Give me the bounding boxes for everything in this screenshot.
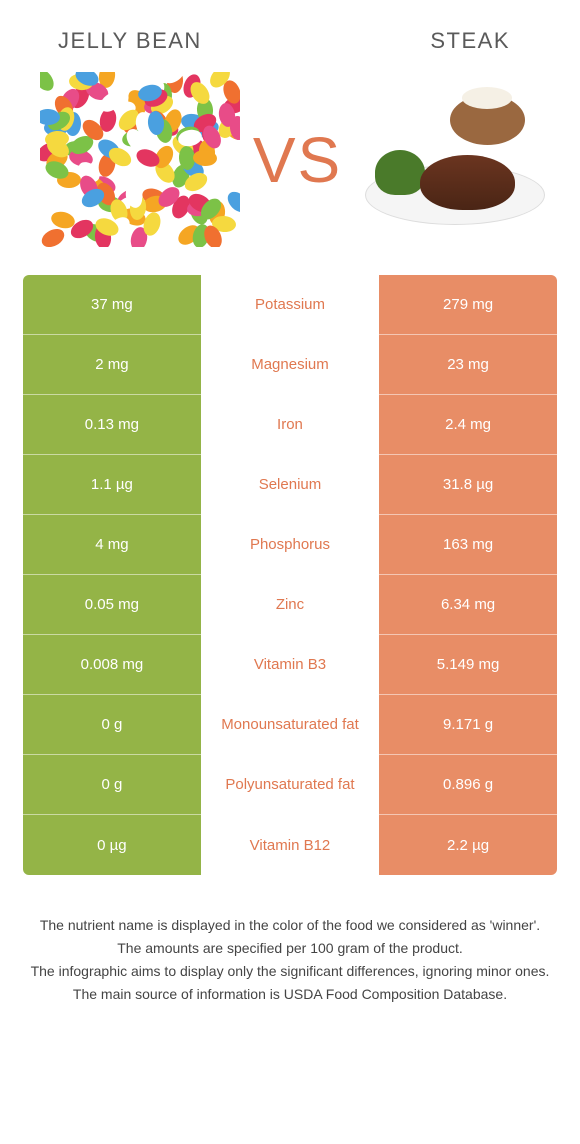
nutrient-row: 0 µgVitamin B122.2 µg [23,815,557,875]
potato-shape [450,95,525,145]
left-value: 37 mg [23,275,201,335]
right-value: 279 mg [379,275,557,335]
images-row: VS [0,72,580,275]
nutrient-row: 0.008 mgVitamin B35.149 mg [23,635,557,695]
right-value: 2.4 mg [379,395,557,455]
nutrient-name: Magnesium [201,335,379,395]
header: Jelly bean Steak [0,0,580,72]
footer-line: The main source of information is USDA F… [30,984,550,1005]
right-food-title: Steak [430,28,510,54]
nutrient-name: Iron [201,395,379,455]
right-value: 0.896 g [379,755,557,815]
nutrient-row: 1.1 µgSelenium31.8 µg [23,455,557,515]
right-value: 31.8 µg [379,455,557,515]
footer-notes: The nutrient name is displayed in the co… [0,875,580,1005]
nutrient-name: Selenium [201,455,379,515]
footer-line: The infographic aims to display only the… [30,961,550,982]
left-value: 0.13 mg [23,395,201,455]
nutrient-row: 0 gMonounsaturated fat9.171 g [23,695,557,755]
nutrient-name: Monounsaturated fat [201,695,379,755]
nutrient-name: Potassium [201,275,379,335]
left-value: 0 µg [23,815,201,875]
right-value: 6.34 mg [379,575,557,635]
nutrient-row: 4 mgPhosphorus163 mg [23,515,557,575]
vs-label: VS [253,123,342,197]
left-value: 0.05 mg [23,575,201,635]
left-value: 1.1 µg [23,455,201,515]
jelly-bean-image [40,72,240,247]
right-value: 9.171 g [379,695,557,755]
broccoli-shape [375,150,425,195]
right-value: 23 mg [379,335,557,395]
left-value: 0.008 mg [23,635,201,695]
steak-image [355,72,555,247]
nutrient-row: 37 mgPotassium279 mg [23,275,557,335]
left-value: 4 mg [23,515,201,575]
right-value: 5.149 mg [379,635,557,695]
nutrient-row: 0.13 mgIron2.4 mg [23,395,557,455]
footer-line: The nutrient name is displayed in the co… [30,915,550,936]
left-food-title: Jelly bean [58,28,202,54]
nutrient-name: Zinc [201,575,379,635]
nutrient-name: Vitamin B12 [201,815,379,875]
right-value: 2.2 µg [379,815,557,875]
nutrient-name: Phosphorus [201,515,379,575]
nutrient-row: 0 gPolyunsaturated fat0.896 g [23,755,557,815]
nutrient-row: 0.05 mgZinc6.34 mg [23,575,557,635]
left-value: 0 g [23,695,201,755]
nutrient-row: 2 mgMagnesium23 mg [23,335,557,395]
steak-shape [420,155,515,210]
left-value: 2 mg [23,335,201,395]
nutrient-name: Vitamin B3 [201,635,379,695]
right-value: 163 mg [379,515,557,575]
nutrient-table: 37 mgPotassium279 mg2 mgMagnesium23 mg0.… [23,275,557,875]
footer-line: The amounts are specified per 100 gram o… [30,938,550,959]
nutrient-name: Polyunsaturated fat [201,755,379,815]
left-value: 0 g [23,755,201,815]
